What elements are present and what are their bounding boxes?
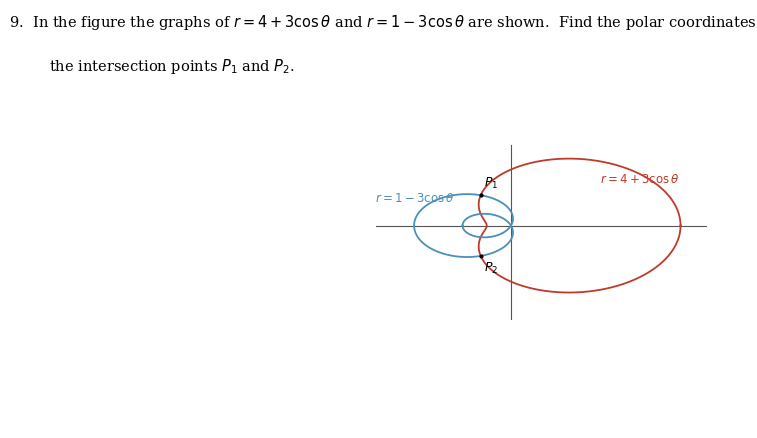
- Text: $P_2$: $P_2$: [484, 261, 498, 276]
- Text: $r = 1-3\cos\theta$: $r = 1-3\cos\theta$: [375, 192, 454, 205]
- Text: 9.  In the figure the graphs of $r = 4+3\cos\theta$ and $r = 1-3\cos\theta$ are : 9. In the figure the graphs of $r = 4+3\…: [9, 13, 757, 32]
- Text: $P_1$: $P_1$: [484, 176, 498, 191]
- Text: $r = 4+3\cos\theta$: $r = 4+3\cos\theta$: [600, 173, 680, 186]
- Text: the intersection points $P_1$ and $P_2$.: the intersection points $P_1$ and $P_2$.: [49, 57, 295, 76]
